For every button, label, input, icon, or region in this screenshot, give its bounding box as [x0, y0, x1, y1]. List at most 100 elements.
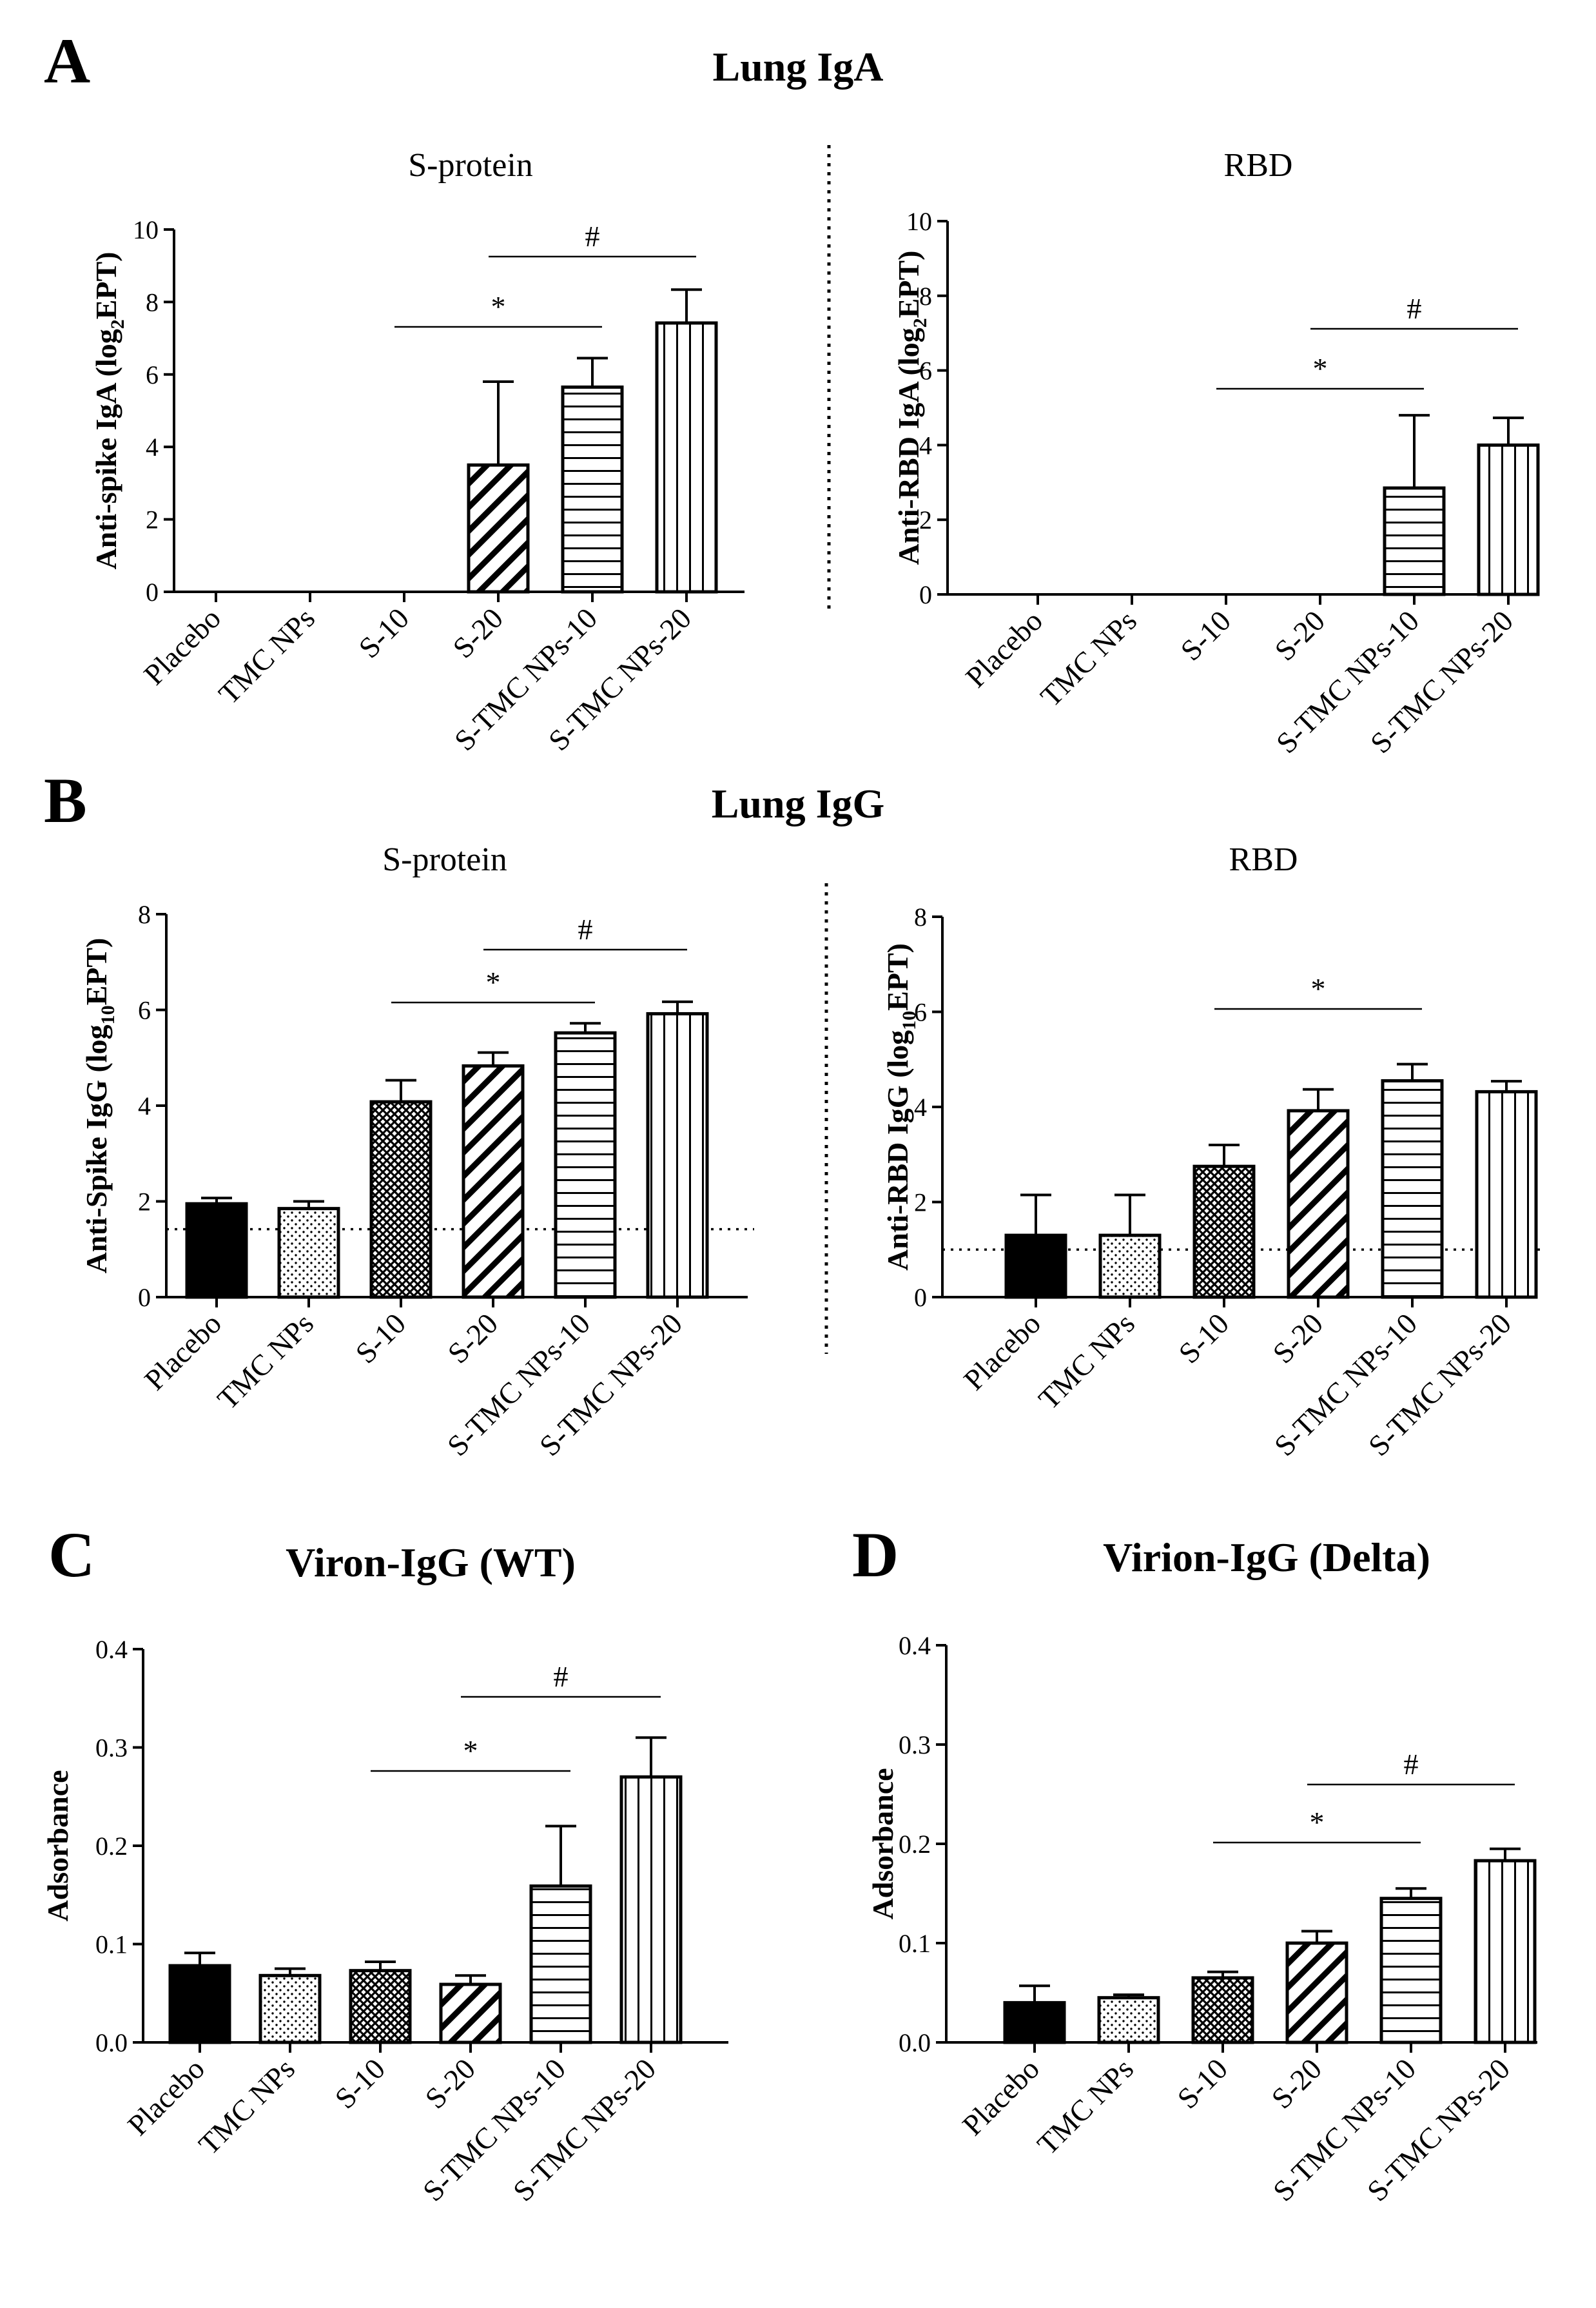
- category-label: Placebo: [137, 601, 227, 691]
- y-tick-label: 0.0: [95, 2028, 128, 2057]
- bar-s-tmc-nps-20: [1477, 443, 1540, 596]
- bar-placebo: [1003, 2000, 1066, 2044]
- bar-s-tmc-nps-20: [646, 1012, 709, 1299]
- category-label: Placebo: [138, 1307, 228, 1396]
- y-tick-label: 10: [906, 207, 932, 236]
- category-label: TMC NPs: [211, 1307, 320, 1416]
- y-axis-label-end: EPT): [90, 252, 122, 320]
- significance-label: #: [1404, 1748, 1419, 1781]
- category-label: TMC NPs: [192, 2052, 301, 2161]
- bar-s-20: [1285, 1941, 1348, 2044]
- y-tick-label: 0.2: [899, 1830, 931, 1859]
- y-tick-label: 2: [138, 1188, 151, 1217]
- category-label: S-20: [447, 601, 510, 665]
- bar-s-20: [467, 463, 530, 594]
- significance-label: *: [1313, 352, 1328, 385]
- category-label: Placebo: [959, 604, 1049, 694]
- panel-letter-b: B: [44, 765, 87, 836]
- y-tick-label: 4: [914, 1093, 927, 1122]
- category-label: TMC NPs: [212, 601, 321, 710]
- category-label: S-20: [442, 1307, 505, 1370]
- bar-s-20: [462, 1064, 525, 1299]
- significance-label: *: [1310, 1806, 1325, 1839]
- y-tick-label: 0.3: [95, 1734, 128, 1763]
- category-label: S-10: [1173, 1307, 1236, 1370]
- y-tick-label: 0: [914, 1283, 927, 1312]
- section-title-b: Lung IgG: [712, 781, 885, 826]
- category-label: TMC NPs: [1034, 604, 1143, 713]
- bar-s-10: [1192, 1164, 1256, 1299]
- significance-label: #: [554, 1660, 569, 1693]
- y-tick-label: 10: [133, 215, 159, 244]
- y-axis-label: Anti-RBD IgG (log10EPT): [881, 943, 920, 1271]
- y-axis-label-subscript: 10: [97, 1005, 119, 1024]
- y-axis-label-main: Anti-spike IgA (log: [90, 329, 122, 569]
- bar-s-20: [439, 1982, 502, 2044]
- y-axis-label: Anti-spike IgA (log2EPT): [90, 252, 128, 570]
- category-label: TMC NPs: [1031, 2052, 1140, 2161]
- section-title-a: Lung IgA: [713, 44, 884, 90]
- y-tick-label: 0.4: [899, 1631, 931, 1660]
- y-axis-label-main: Anti-Spike IgG (log: [80, 1024, 113, 1273]
- category-label: Placebo: [121, 2052, 211, 2142]
- y-axis-label: Adsorbance: [41, 1770, 74, 1921]
- significance-label: *: [1311, 972, 1326, 1005]
- category-label: Placebo: [957, 1307, 1047, 1396]
- y-axis-label: Anti-Spike IgG (log10EPT): [80, 938, 119, 1274]
- bar-s-tmc-nps-10: [529, 1884, 592, 2044]
- category-label: S-20: [1269, 604, 1332, 667]
- category-label: S-10: [329, 2052, 392, 2115]
- bar-s-10: [369, 1100, 433, 1299]
- significance-label: #: [585, 220, 600, 253]
- bar-s-tmc-nps-10: [1379, 1897, 1443, 2044]
- y-axis-label-main: Adsorbance: [41, 1770, 74, 1921]
- panel-letter-d: D: [852, 1519, 899, 1590]
- y-tick-label: 8: [919, 282, 932, 311]
- chart-title: Viron-IgG (WT): [286, 1540, 576, 1585]
- y-axis-label-subscript: 2: [910, 318, 931, 328]
- chart-d-right: Virion-IgG (Delta) 0.0 0.1 0.2 0.3 0.4 Placebo…: [866, 1534, 1537, 2207]
- y-tick-label: 0: [146, 578, 159, 607]
- panel-letter-c: C: [48, 1519, 95, 1590]
- y-axis-label: Anti-RBD IgA (log2EPT): [892, 251, 931, 565]
- bar-s-tmc-nps-20: [1475, 1090, 1538, 1299]
- y-axis-label-main: Anti-RBD IgA (log: [892, 328, 925, 565]
- bar-placebo: [1004, 1233, 1067, 1299]
- y-axis-label-subscript: 10: [899, 1011, 920, 1030]
- bar-placebo: [185, 1202, 248, 1299]
- category-label: S-20: [419, 2052, 482, 2115]
- y-tick-label: 2: [914, 1188, 927, 1217]
- category-label: TMC NPs: [1032, 1307, 1141, 1416]
- y-axis-label-end: EPT): [80, 938, 113, 1006]
- y-tick-label: 6: [919, 357, 932, 386]
- significance-label: #: [1407, 292, 1422, 325]
- y-tick-label: 8: [138, 900, 151, 929]
- y-axis-label-end: EPT): [881, 943, 914, 1011]
- chart-title: RBD: [1229, 841, 1298, 878]
- y-axis-label-main: Adsorbance: [866, 1768, 899, 1919]
- bar-tmc-nps: [258, 1973, 322, 2044]
- y-tick-label: 0: [138, 1283, 151, 1312]
- y-tick-label: 6: [146, 360, 159, 389]
- y-tick-label: 0.2: [95, 1832, 128, 1861]
- chart-title: S-protein: [382, 841, 507, 878]
- bar-tmc-nps: [1098, 1233, 1162, 1299]
- y-tick-label: 4: [919, 431, 932, 460]
- category-label: S-20: [1265, 2052, 1328, 2115]
- y-tick-label: 0.3: [899, 1730, 931, 1759]
- significance-label: #: [578, 913, 593, 946]
- category-label: S-10: [1171, 2052, 1234, 2115]
- bar-tmc-nps: [277, 1207, 340, 1299]
- y-tick-label: 6: [138, 996, 151, 1025]
- y-tick-label: 4: [138, 1091, 151, 1120]
- y-tick-label: 0: [919, 580, 932, 609]
- category-label: S-10: [1174, 604, 1238, 667]
- category-label: Placebo: [956, 2052, 1046, 2142]
- category-label: S-20: [1267, 1307, 1330, 1370]
